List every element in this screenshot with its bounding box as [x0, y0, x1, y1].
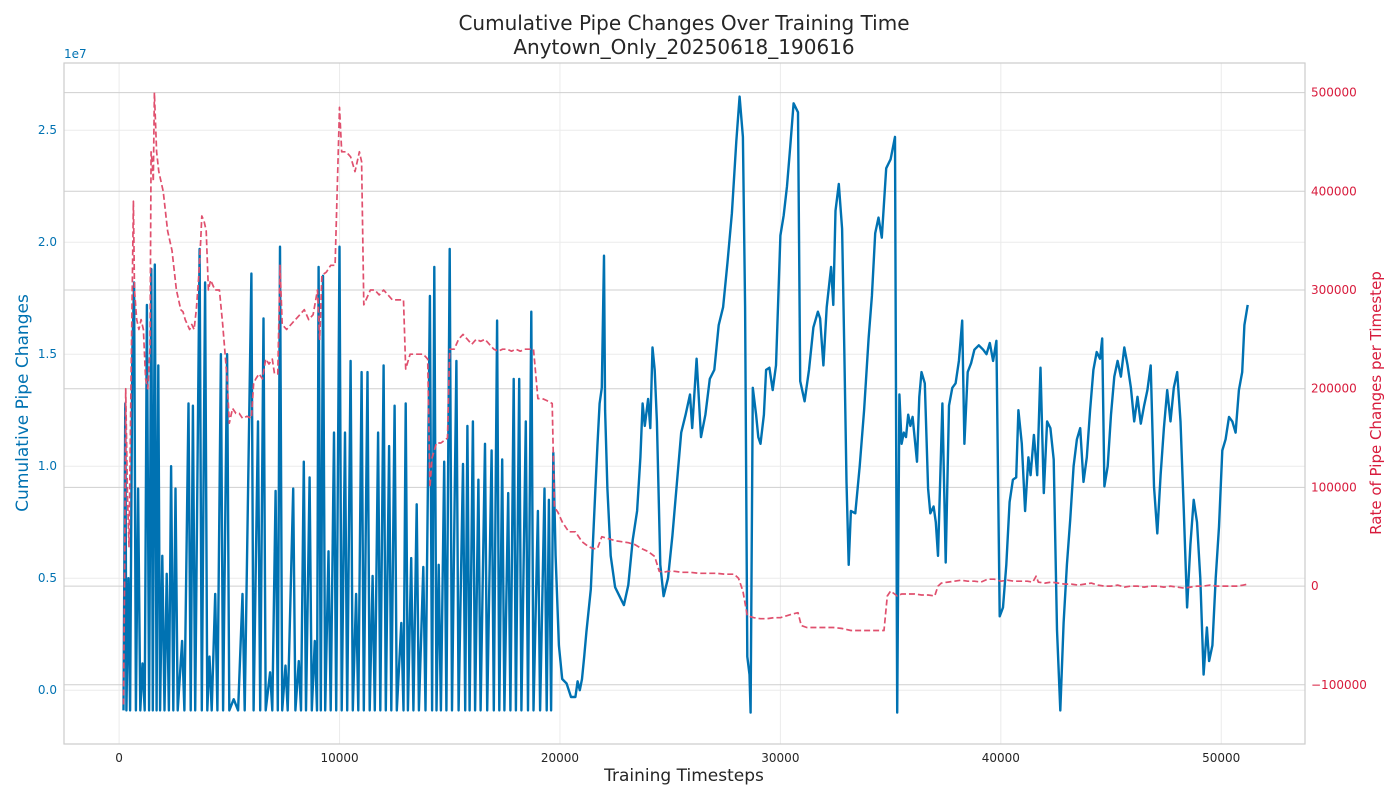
cumulative-pipe-changes-line [122, 95, 1249, 714]
x-tick-label: 30000 [761, 751, 799, 765]
left-axis-label: Cumulative Pipe Changes [13, 294, 33, 512]
right-tick-label: 0 [1311, 579, 1319, 593]
x-axis-ticks: 0 10000 20000 30000 40000 50000 [115, 751, 1240, 765]
left-tick-label: 1.0 [38, 459, 57, 473]
plot-frame [63, 62, 1306, 745]
left-tick-label: 0.0 [38, 683, 57, 697]
right-tick-label: −100000 [1311, 678, 1367, 692]
left-tick-label: 2.5 [38, 123, 57, 137]
rate-of-pipe-changes-line [122, 91, 1248, 705]
x-tick-label: 50000 [1202, 751, 1240, 765]
x-tick-label: 20000 [541, 751, 579, 765]
left-tick-label: 1.5 [38, 347, 57, 361]
x-axis-label: Training Timesteps [603, 766, 764, 786]
right-axis-ticks: −100000 0 100000 200000 300000 400000 500000 [1311, 86, 1367, 692]
plot-lines [122, 91, 1249, 714]
right-tick-label: 100000 [1311, 480, 1357, 494]
right-tick-label: 300000 [1311, 283, 1357, 297]
left-axis-ticks: 0.0 0.5 1.0 1.5 2.0 2.5 [38, 123, 57, 697]
right-tick-label: 500000 [1311, 86, 1357, 100]
right-axis-label: Rate of Pipe Changes per Timestep [1367, 271, 1385, 535]
left-axis-offset-label: 1e7 [64, 47, 87, 61]
right-tick-label: 400000 [1311, 184, 1357, 198]
left-tick-label: 0.5 [38, 571, 57, 585]
chart-title-line1: Cumulative Pipe Changes Over Training Ti… [458, 11, 909, 35]
chart-title-line2: Anytown_Only_20250618_190616 [513, 35, 854, 59]
x-tick-label: 40000 [982, 751, 1020, 765]
right-tick-label: 200000 [1311, 382, 1357, 396]
x-tick-label: 0 [115, 751, 123, 765]
left-tick-label: 2.0 [38, 235, 57, 249]
x-tick-label: 10000 [320, 751, 358, 765]
